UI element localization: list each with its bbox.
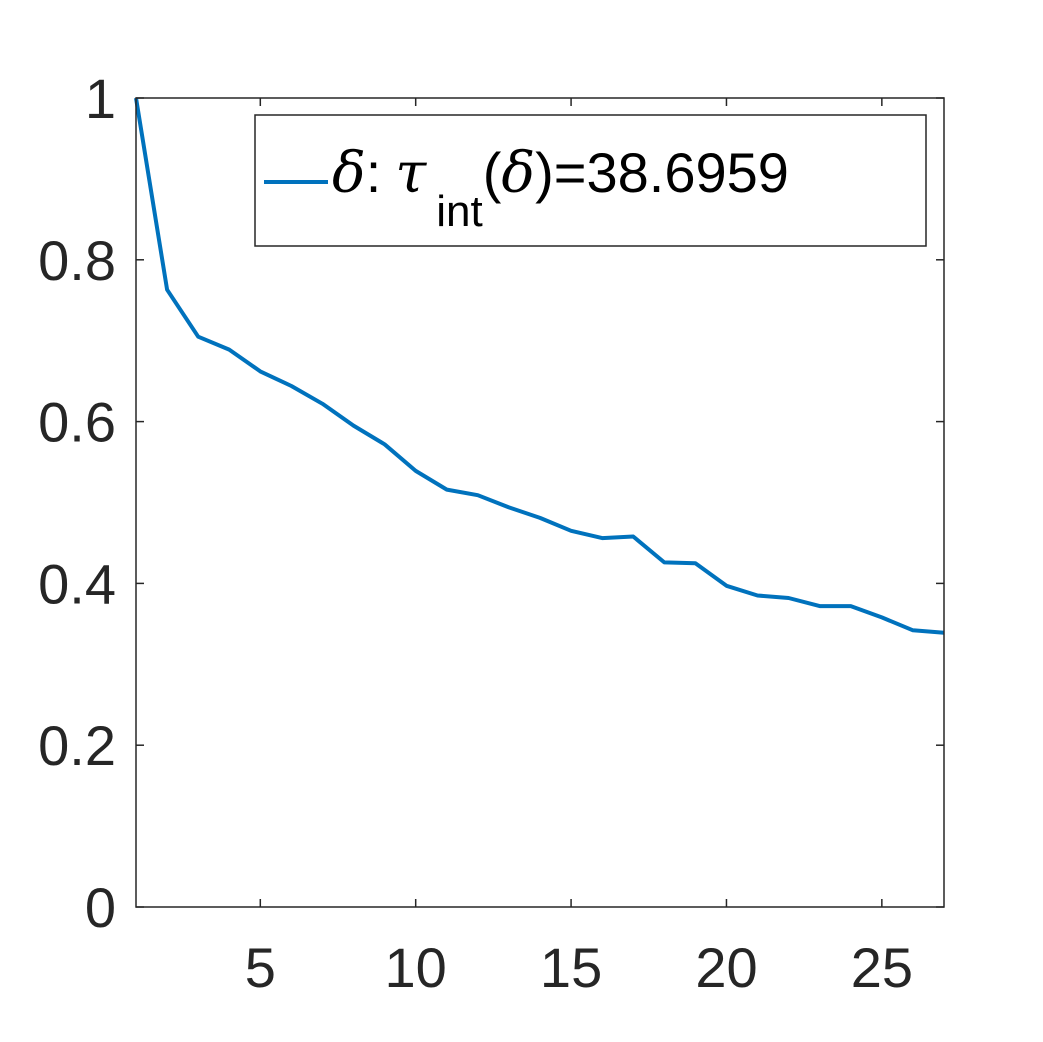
y-tick-label: 0.8 <box>38 229 116 292</box>
legend-paren-close: )= <box>535 141 586 204</box>
axes-box <box>135 97 945 908</box>
legend-paren-open: ( <box>483 141 502 204</box>
legend: δ: τint(δ)=38.6959 <box>254 114 927 247</box>
legend-paren-delta: δ <box>501 141 535 206</box>
y-tick-label: 0 <box>85 876 116 939</box>
legend-delta-symbol: δ <box>332 141 366 206</box>
series-line-0 <box>134 97 945 635</box>
x-tick-label: 15 <box>540 936 602 999</box>
y-tick-label: 0.2 <box>38 714 116 777</box>
x-tick-label: 10 <box>385 936 447 999</box>
y-tick-label: 0.4 <box>38 552 116 615</box>
series-layer <box>134 97 945 635</box>
x-tick-label: 25 <box>851 936 913 999</box>
y-tick-label: 1 <box>85 67 116 130</box>
axes <box>135 97 945 908</box>
legend-box <box>254 114 927 247</box>
ticks: 5 10 15 20 25 0 0.2 0.4 0.6 0.8 1 <box>38 67 944 999</box>
legend-colon: : <box>366 141 382 204</box>
y-tick-label: 0.6 <box>38 391 116 454</box>
x-tick-label: 5 <box>245 936 276 999</box>
legend-value: 38.6959 <box>586 141 788 204</box>
x-tick-label: 20 <box>695 936 757 999</box>
legend-entry-label: δ: τint(δ)=38.6959 <box>332 141 789 236</box>
legend-tau-symbol: τ <box>395 141 427 206</box>
legend-subscript: int <box>436 187 482 236</box>
